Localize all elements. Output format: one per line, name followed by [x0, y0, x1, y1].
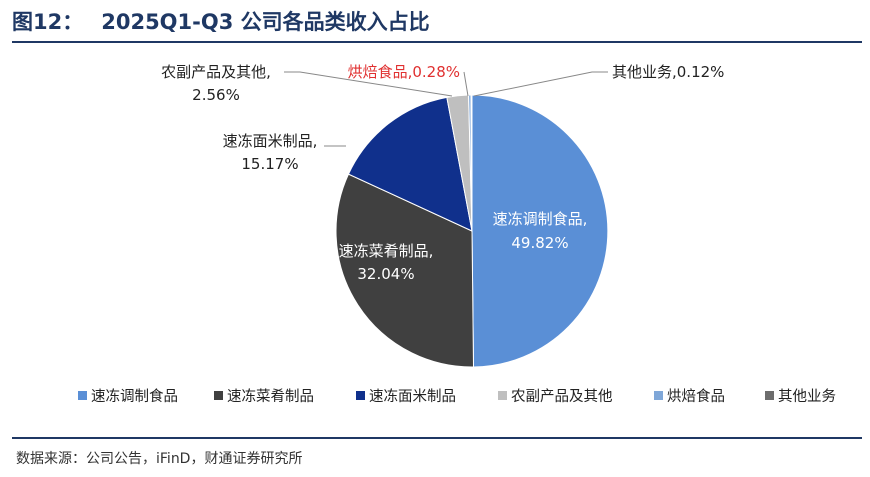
- data-label: 烘焙食品,0.28%: [348, 63, 460, 81]
- data-label-name: 速冻菜肴制品,: [339, 242, 434, 260]
- data-label-name: 速冻面米制品,: [223, 132, 318, 150]
- pie-slices: [335, 94, 609, 368]
- leader-line: [463, 71, 469, 97]
- data-label: 其他业务,0.12%: [612, 63, 724, 81]
- legend-item: 其他业务: [765, 388, 836, 405]
- data-label-value: 49.82%: [511, 234, 568, 252]
- legend-label: 速冻面米制品: [369, 387, 456, 405]
- data-label-name: 速冻调制食品,: [493, 210, 588, 228]
- legend-item: 烘焙食品: [654, 388, 725, 405]
- pie-slice: [471, 94, 609, 368]
- legend: 速冻调制食品 速冻菜肴制品 速冻面米制品 农副产品及其他 烘焙食品 其他业务: [78, 387, 836, 405]
- chart-title: 图12： 2025Q1-Q3 公司各品类收入占比: [12, 6, 430, 36]
- legend-swatch: [498, 391, 507, 400]
- leader-lines: [284, 71, 608, 147]
- data-labels: 速冻调制食品, 49.82% 速冻菜肴制品, 32.04% 速冻面米制品, 15.17% 农…: [161, 63, 724, 283]
- legend-swatch: [765, 391, 774, 400]
- legend-swatch: [356, 391, 365, 400]
- legend-swatch: [654, 391, 663, 400]
- title-rule: [12, 41, 862, 43]
- legend-label: 速冻调制食品: [91, 387, 178, 405]
- pie-slice: [347, 96, 473, 232]
- data-label-name: 农副产品及其他,: [161, 63, 271, 81]
- legend-item: 速冻调制食品: [78, 387, 178, 405]
- leader-line: [284, 71, 453, 97]
- legend-item: 速冻菜肴制品: [214, 387, 314, 405]
- data-label-value: 2.56%: [192, 86, 240, 104]
- legend-item: 农副产品及其他: [498, 388, 613, 405]
- legend-label: 其他业务: [778, 388, 836, 405]
- data-label-value: 32.04%: [357, 265, 414, 283]
- legend-item: 速冻面米制品: [356, 387, 456, 405]
- source-note: 数据来源：公司公告，iFinD，财通证券研究所: [16, 451, 303, 467]
- pie-slice: [470, 94, 473, 232]
- leader-line: [473, 71, 608, 97]
- source-rule: [12, 437, 862, 439]
- pie-slice: [335, 173, 475, 368]
- legend-label: 速冻菜肴制品: [227, 387, 314, 405]
- title-text: 2025Q1-Q3 公司各品类收入占比: [101, 10, 430, 34]
- legend-swatch: [78, 391, 87, 400]
- legend-label: 农副产品及其他: [511, 388, 613, 405]
- data-label-value: 15.17%: [241, 155, 298, 173]
- figure-number: 图12：: [12, 10, 84, 34]
- legend-label: 烘焙食品: [667, 388, 725, 405]
- pie-chart: 速冻调制食品, 49.82% 速冻菜肴制品, 32.04% 速冻面米制品, 15.17% 农…: [78, 63, 836, 405]
- legend-swatch: [214, 391, 223, 400]
